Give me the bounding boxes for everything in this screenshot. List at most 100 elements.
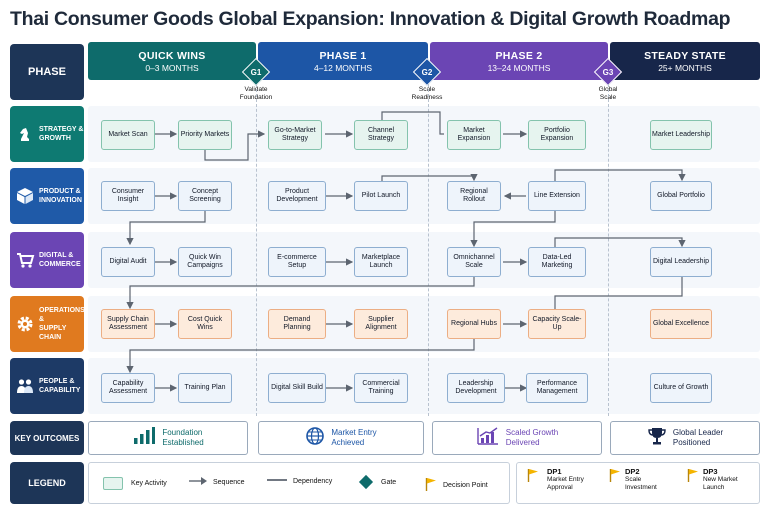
activity-priority-markets[interactable]: Priority Markets — [178, 120, 232, 150]
phase-divider — [428, 84, 429, 416]
legend-text: Key Activity — [131, 480, 167, 487]
legend-dependency: Dependency — [267, 477, 332, 485]
activity-e-commerce-setup[interactable]: E-commerce Setup — [268, 247, 326, 277]
globe-icon — [305, 426, 325, 451]
outcome-market-entry: Market Entry Achieved — [258, 421, 424, 455]
activity-cost-quick-wins[interactable]: Cost Quick Wins — [178, 309, 232, 339]
decision-point-line: Approval — [547, 484, 573, 491]
outcome-text: Market Entry Achieved — [331, 428, 376, 448]
decision-points: DP1 Market Entry Approval DP2 Scale Inve… — [516, 462, 760, 504]
outcome-text: Global Leader Positioned — [673, 428, 723, 448]
outcome-line: Scaled Growth — [505, 428, 559, 437]
box-icon — [14, 185, 36, 207]
row-label-text: PRODUCT & INNOVATION — [39, 187, 82, 205]
decision-point-dp1: DP1 Market Entry Approval — [527, 468, 584, 492]
activity-global-excellence[interactable]: Global Excellence — [650, 309, 712, 339]
phase-header-steady-state: STEADY STATE 25+ MONTHS — [610, 42, 760, 80]
outcome-line: Foundation — [162, 428, 203, 437]
phase-header-quick-wins: QUICK WINS 0–3 MONTHS — [88, 42, 256, 80]
phase-header-phase-1: PHASE 1 4–12 MONTHS — [258, 42, 428, 80]
activity-demand-planning[interactable]: Demand Planning — [268, 309, 326, 339]
phase-time: 4–12 MONTHS — [313, 62, 373, 73]
activity-concept-screening[interactable]: Concept Screening — [178, 181, 232, 211]
growth-chart-icon — [476, 426, 500, 451]
activity-channel-strategy[interactable]: Channel Strategy — [354, 120, 408, 150]
activity-capacity-scale-up[interactable]: Capacity Scale-Up — [528, 309, 586, 339]
decision-point-dp3: DP3 New Market Launch — [687, 468, 738, 492]
activity-leadership-development[interactable]: Leadership Development — [447, 373, 505, 403]
row-label-operations-supply-chain: OPERATIONS & SUPPLY CHAIN — [10, 296, 85, 352]
outcome-text: Scaled Growth Delivered — [506, 428, 558, 448]
decision-point-line: New Market — [703, 476, 738, 483]
activity-portfolio-expansion[interactable]: Portfolio Expansion — [528, 120, 586, 150]
gate-caption-line: Readiness — [411, 94, 443, 101]
gate-caption-line: Scale — [599, 94, 617, 101]
legend-text: Sequence — [213, 478, 245, 486]
flag-icon — [687, 469, 698, 482]
phase-name: QUICK WINS — [138, 49, 206, 62]
row-label-line: DIGITAL & — [39, 252, 74, 259]
people-icon — [14, 375, 36, 397]
activity-performance-management[interactable]: Performance Management — [526, 373, 588, 403]
row-label-line: INNOVATION — [39, 197, 82, 204]
phase-header-phase-2: PHASE 2 13–24 MONTHS — [430, 42, 608, 80]
legend-sequence: Sequence — [189, 477, 245, 487]
outcome-line: Positioned — [672, 438, 711, 447]
activity-digital-skill-build[interactable]: Digital Skill Build — [268, 373, 326, 403]
activity-supply-chain-assessment[interactable]: Supply Chain Assessment — [101, 309, 155, 339]
activity-line-extension[interactable]: Line Extension — [528, 181, 586, 211]
row-label-line: COMMERCE — [39, 261, 81, 268]
phase-time: 0–3 MONTHS — [145, 62, 199, 73]
row-label-line: GROWTH — [39, 135, 71, 142]
activity-training-plan[interactable]: Training Plan — [178, 373, 232, 403]
activity-quick-win-campaigns[interactable]: Quick Win Campaigns — [178, 247, 232, 277]
activity-commercial-training[interactable]: Commercial Training — [354, 373, 408, 403]
activity-supplier-alignment[interactable]: Supplier Alignment — [354, 309, 408, 339]
row-label-text: DIGITAL & COMMERCE — [39, 251, 81, 269]
bar-chart-icon — [132, 426, 156, 450]
gate-caption-line: Scale — [418, 86, 436, 93]
activity-go-to-market-strategy[interactable]: Go-to-Market Strategy — [268, 120, 322, 150]
row-label-product-innovation: PRODUCT & INNOVATION — [10, 168, 84, 224]
gate-caption-line: Validate — [244, 86, 268, 93]
chess-knight-icon — [14, 123, 36, 145]
phase-header-label: PHASE — [10, 44, 84, 100]
phase-divider — [256, 84, 257, 416]
gate-caption-line: Global — [598, 86, 618, 93]
row-label-line: SUPPLY CHAIN — [39, 325, 67, 341]
row-label-text: OPERATIONS & SUPPLY CHAIN — [39, 306, 85, 342]
activity-consumer-insight[interactable]: Consumer Insight — [101, 181, 155, 211]
activity-marketplace-launch[interactable]: Marketplace Launch — [354, 247, 408, 277]
outcome-line: Established — [162, 438, 204, 447]
activity-omnichannel-scale[interactable]: Omnichannel Scale — [447, 247, 501, 277]
gear-icon — [14, 313, 36, 335]
legend-text: Decision Point — [443, 481, 488, 489]
trophy-icon — [647, 426, 667, 451]
outcome-foundation: Foundation Established — [88, 421, 248, 455]
outcome-text: Foundation Established — [162, 428, 203, 448]
activity-global-portfolio[interactable]: Global Portfolio — [650, 181, 712, 211]
activity-digital-leadership[interactable]: Digital Leadership — [650, 247, 712, 277]
legend-gate: Gate — [358, 474, 397, 490]
row-label-people-capability: PEOPLE & CAPABILITY — [10, 358, 84, 414]
activity-product-development[interactable]: Product Development — [268, 181, 326, 211]
gate-caption-g2: Scale Readiness — [402, 86, 452, 102]
activity-regional-rollout[interactable]: Regional Rollout — [447, 181, 501, 211]
activity-market-leadership[interactable]: Market Leadership — [650, 120, 712, 150]
row-label-strategy-growth: STRATEGY & GROWTH — [10, 106, 84, 162]
activity-market-scan[interactable]: Market Scan — [101, 120, 155, 150]
outcome-global-leader: Global Leader Positioned — [610, 421, 760, 455]
legend-text: Gate — [381, 478, 397, 486]
activity-culture-of-growth[interactable]: Culture of Growth — [650, 373, 712, 403]
activity-pilot-launch[interactable]: Pilot Launch — [354, 181, 408, 211]
activity-market-expansion[interactable]: Market Expansion — [447, 120, 501, 150]
cart-icon — [14, 249, 36, 271]
activity-capability-assessment[interactable]: Capability Assessment — [101, 373, 155, 403]
activity-data-led-marketing[interactable]: Data-Led Marketing — [528, 247, 586, 277]
row-label-digital-commerce: DIGITAL & COMMERCE — [10, 232, 84, 288]
activity-regional-hubs[interactable]: Regional Hubs — [447, 309, 501, 339]
gate-label-g1: G1 — [250, 67, 262, 77]
phase-name: PHASE 1 — [319, 49, 367, 62]
activity-digital-audit[interactable]: Digital Audit — [101, 247, 155, 277]
